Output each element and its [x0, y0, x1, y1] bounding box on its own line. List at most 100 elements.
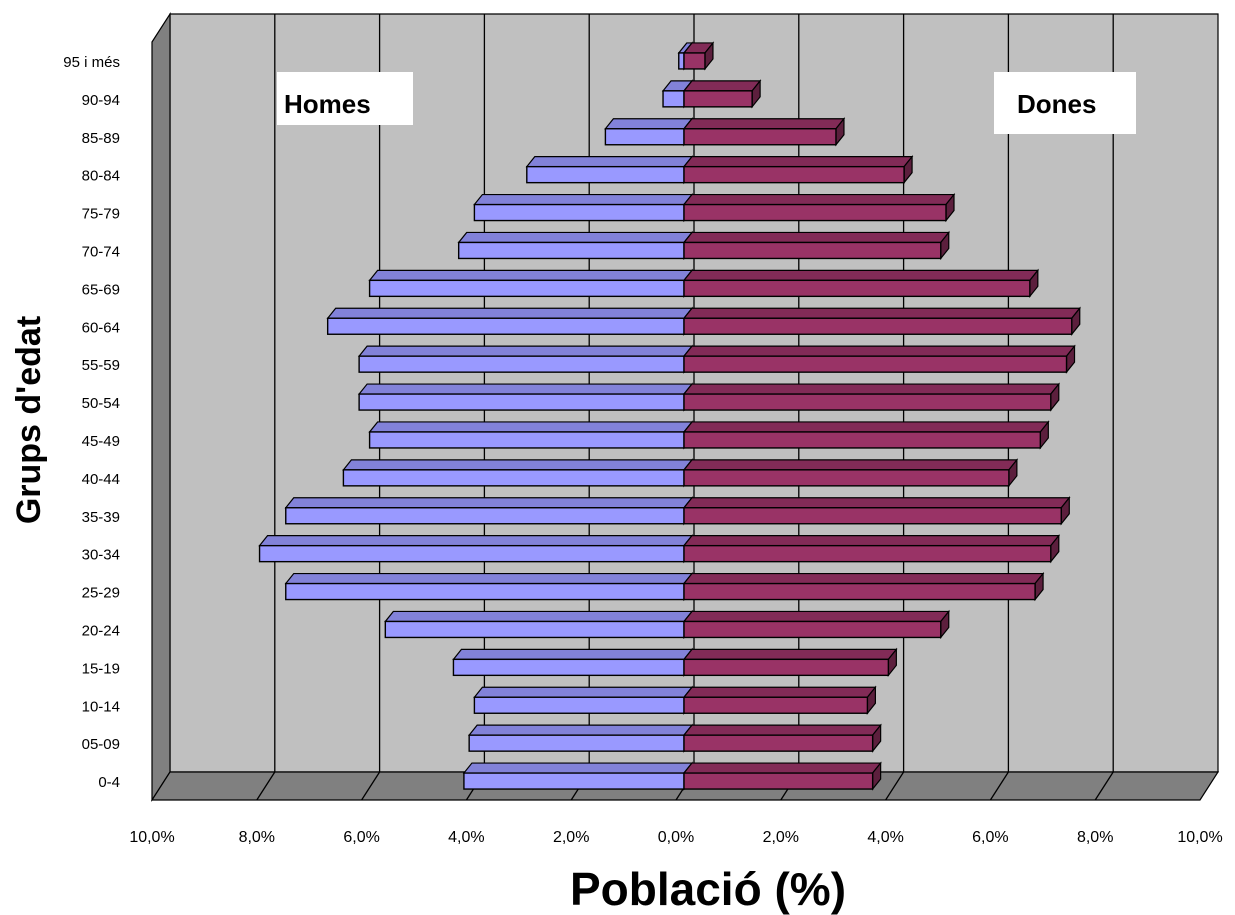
bar-top-face: [258, 535, 694, 547]
bar-homes: [284, 571, 694, 602]
bar-homes: [661, 79, 694, 109]
floor-gridline: [361, 771, 381, 801]
category-label: 0-4: [98, 774, 120, 791]
bar-front-face: [683, 544, 1052, 563]
legend-dones: Dones: [994, 72, 1136, 134]
legend-homes-label: Homes: [284, 89, 371, 119]
bar-front-face: [683, 165, 905, 184]
x-tick-label: 2,0%: [763, 829, 799, 846]
bar-top-face: [462, 762, 694, 774]
bar-front-face: [368, 431, 685, 449]
bar-front-face: [678, 52, 685, 70]
bar-front-face: [285, 507, 685, 525]
bar-front-face: [604, 128, 685, 146]
bar-dones: [682, 685, 877, 715]
x-tick-label: 4,0%: [448, 829, 484, 846]
bar-top-face: [682, 535, 1061, 547]
bar-top-face: [682, 383, 1061, 395]
bar-front-face: [683, 52, 706, 70]
bar-dones: [682, 268, 1040, 299]
bar-homes: [342, 458, 694, 488]
bar-homes: [525, 154, 694, 185]
x-tick-label: 0,0%: [658, 829, 694, 846]
bar-dones: [682, 420, 1050, 450]
bar-top-face: [682, 307, 1082, 319]
floor-gridline: [989, 771, 1009, 801]
bar-top-face: [682, 80, 762, 92]
bar-top-face: [682, 762, 882, 774]
category-label: 40-44: [82, 471, 120, 488]
bar-dones: [682, 761, 882, 791]
floor-gridline: [1094, 771, 1114, 801]
bar-top-face: [682, 648, 898, 660]
category-label: 80-84: [82, 168, 120, 185]
x-tick-label: 2,0%: [553, 829, 589, 846]
bar-dones: [682, 41, 715, 71]
category-label: 85-89: [82, 130, 120, 147]
category-label: 05-09: [82, 736, 120, 753]
bar-homes: [462, 761, 694, 791]
bar-homes: [457, 230, 694, 261]
bar-front-face: [285, 582, 685, 601]
bar-top-face: [384, 610, 694, 623]
bar-top-face: [682, 118, 846, 130]
category-label: 25-29: [82, 585, 120, 602]
x-tick-label: 8,0%: [1077, 829, 1113, 846]
bar-front-face: [683, 203, 947, 222]
x-tick-label: 10,0%: [129, 829, 174, 846]
bar-front-face: [683, 734, 874, 752]
category-label: 35-39: [82, 509, 120, 526]
bar-front-face: [662, 90, 685, 108]
bar-top-face: [682, 686, 877, 698]
bar-front-face: [683, 772, 874, 790]
bar-dones: [682, 344, 1076, 374]
category-label: 20-24: [82, 622, 120, 639]
bar-top-face: [326, 307, 694, 319]
bar-front-face: [326, 317, 685, 335]
x-axis-title: Població (%): [570, 863, 846, 915]
bar-dones: [682, 192, 956, 223]
bar-top-face: [682, 269, 1040, 281]
bar-top-face: [604, 118, 694, 130]
bar-homes: [326, 306, 694, 336]
bar-dones: [682, 533, 1061, 564]
bar-dones: [682, 647, 898, 678]
bar-homes: [284, 496, 694, 526]
category-label: 60-64: [82, 319, 120, 336]
bar-dones: [682, 117, 846, 147]
side-wall: [151, 11, 171, 803]
x-tick-label: 6,0%: [343, 829, 379, 846]
bar-top-face: [682, 610, 951, 623]
bar-front-face: [683, 469, 1010, 487]
x-tick-labels: 10,0% 8,0% 6,0% 4,0% 2,0% 0,0% 2,0% 4,0% 6,0% 8,0…: [129, 829, 1222, 846]
bar-top-face: [525, 156, 694, 168]
bar-front-face: [683, 620, 942, 639]
bar-dones: [682, 382, 1061, 412]
bar-top-face: [467, 724, 694, 736]
bar-front-face: [683, 128, 837, 146]
bar-front-face: [452, 658, 685, 677]
bar-front-face: [463, 772, 685, 790]
bar-front-face: [683, 355, 1068, 373]
bar-front-face: [683, 90, 753, 108]
bar-top-face: [357, 345, 694, 357]
category-label: 90-94: [82, 92, 120, 109]
bar-front-face: [526, 165, 685, 184]
bar-front-face: [358, 355, 685, 373]
bar-front-face: [258, 544, 685, 563]
bar-homes: [473, 192, 694, 223]
bar-homes: [467, 723, 694, 753]
bar-front-face: [683, 431, 1042, 449]
bar-top-face: [368, 269, 694, 281]
bar-top-face: [284, 497, 694, 509]
legend-dones-label: Dones: [1017, 89, 1096, 119]
bar-dones: [682, 230, 951, 261]
bar-top-face: [357, 383, 694, 395]
x-tick-label: 8,0%: [239, 829, 275, 846]
bar-homes: [473, 685, 694, 715]
bar-front-face: [683, 279, 1031, 298]
bar-top-face: [342, 459, 694, 471]
category-label: 70-74: [82, 243, 120, 260]
bar-front-face: [368, 279, 685, 298]
